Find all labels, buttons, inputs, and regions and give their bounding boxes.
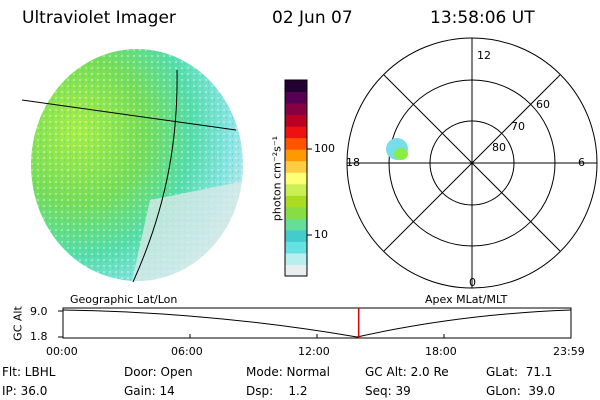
alt-xtick-0600: 06:00 bbox=[171, 345, 203, 358]
alt-xtick-1800: 18:00 bbox=[425, 345, 457, 358]
polar-mlt-6: 6 bbox=[578, 156, 585, 169]
globe-latitude-line bbox=[21, 99, 237, 131]
globe-image bbox=[21, 49, 243, 283]
colorbar-segment bbox=[285, 160, 307, 173]
colorbar-segment bbox=[285, 229, 307, 242]
colorbar-segment bbox=[285, 241, 307, 254]
colorbar-tick-10: 10 bbox=[314, 228, 328, 241]
polar-mlt-0: 0 bbox=[469, 276, 476, 289]
color-bar bbox=[285, 80, 307, 277]
info-gain: Gain: 14 bbox=[124, 384, 175, 398]
info-mode: Mode: Normal bbox=[246, 365, 330, 379]
polar-mlt-18: 18 bbox=[346, 156, 360, 169]
polar-mlat-80: 80 bbox=[492, 141, 506, 154]
info-dsp: Dsp: 1.2 bbox=[246, 384, 308, 398]
time-label: 13:58:06 UT bbox=[430, 8, 535, 28]
colorbar-segment bbox=[285, 137, 307, 150]
colorbar-segment bbox=[285, 80, 307, 93]
polar-mlt-12: 12 bbox=[477, 49, 491, 62]
alt-xtick-2359: 23:59 bbox=[553, 345, 585, 358]
polar-caption: Apex MLat/MLT bbox=[425, 293, 508, 306]
polar-plot bbox=[346, 37, 598, 289]
info-glon: GLon: 39.0 bbox=[486, 384, 556, 398]
colorbar-segment bbox=[285, 218, 307, 231]
colorbar-segment bbox=[285, 252, 307, 265]
info-glat: GLat: 71.1 bbox=[486, 365, 553, 379]
info-door: Door: Open bbox=[124, 365, 193, 379]
alt-xtick-1200: 12:00 bbox=[298, 345, 330, 358]
colorbar-segment bbox=[285, 114, 307, 127]
info-ip: IP: 36.0 bbox=[2, 384, 48, 398]
alt-xtick-0000: 00:00 bbox=[46, 345, 78, 358]
info-filter: Flt: LBHL bbox=[2, 365, 56, 379]
polar-mlat-70: 70 bbox=[511, 120, 525, 133]
date-label: 02 Jun 07 bbox=[272, 8, 353, 28]
colorbar-segment bbox=[285, 126, 307, 139]
colorbar-segment bbox=[285, 91, 307, 104]
instrument-title: Ultraviolet Imager bbox=[22, 8, 176, 28]
globe-caption: Geographic Lat/Lon bbox=[70, 293, 178, 306]
colorbar-segment bbox=[285, 172, 307, 185]
globe-longitude-line bbox=[132, 69, 178, 283]
colorbar-tick-100: 100 bbox=[314, 142, 335, 155]
altitude-plot bbox=[58, 307, 572, 339]
colorbar-segment bbox=[285, 195, 307, 208]
colorbar-unit-label: photon cm⁻²s⁻¹ bbox=[270, 135, 284, 222]
colorbar-segment bbox=[285, 206, 307, 219]
colorbar-segment bbox=[285, 183, 307, 196]
colorbar-segment bbox=[285, 264, 307, 277]
auroral-spot bbox=[386, 138, 408, 160]
colorbar-segment bbox=[285, 149, 307, 162]
alt-ytick-max: 9.0 bbox=[30, 305, 48, 318]
polar-mlat-60: 60 bbox=[536, 98, 550, 111]
alt-ytick-min: 1.8 bbox=[30, 330, 48, 343]
info-seq: Seq: 39 bbox=[365, 384, 411, 398]
info-gc-alt: GC Alt: 2.0 Re bbox=[365, 365, 449, 379]
colorbar-segment bbox=[285, 103, 307, 116]
alt-ylabel: GC Alt bbox=[11, 306, 25, 341]
